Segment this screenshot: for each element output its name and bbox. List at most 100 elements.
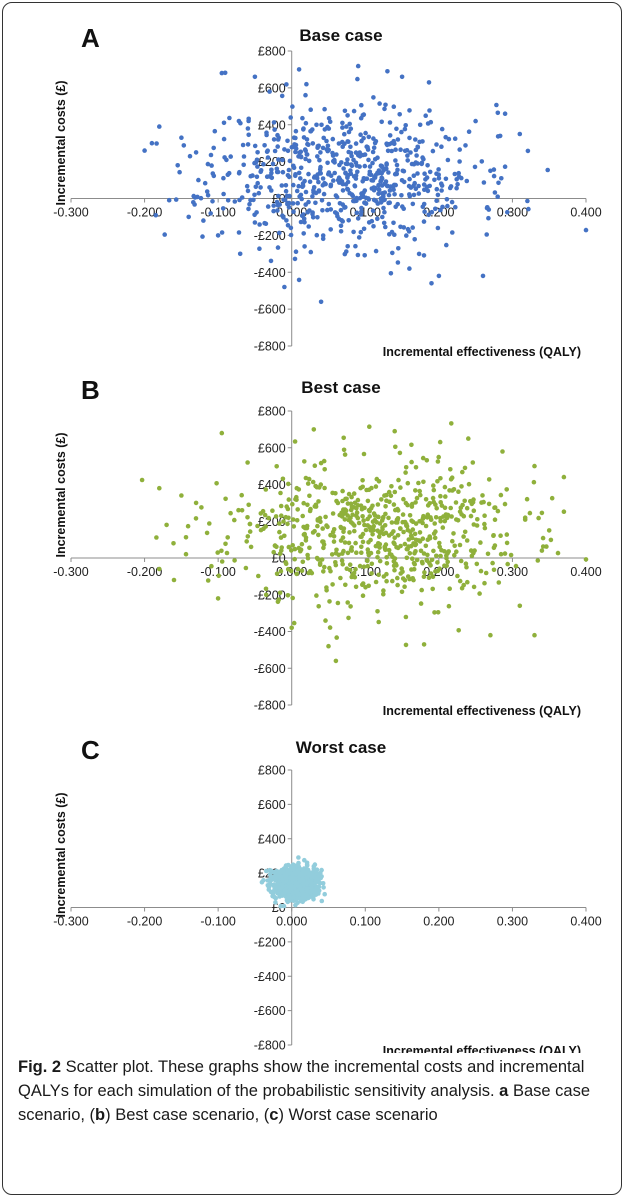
scatter-point [498, 533, 503, 538]
scatter-point [287, 867, 293, 873]
scatter-point [193, 150, 199, 155]
scatter-point [393, 147, 398, 152]
scatter-point [432, 521, 438, 526]
scatter-point [444, 197, 450, 202]
scatter-point [495, 134, 501, 139]
scatter-point [422, 187, 427, 192]
scatter-point [445, 512, 450, 518]
scatter-point [202, 180, 208, 186]
scatter-point [363, 527, 369, 533]
scatter-point [290, 874, 295, 880]
scatter-point [475, 517, 480, 522]
scatter-point [353, 141, 359, 146]
scatter-point [289, 144, 295, 150]
scatter-point [375, 170, 380, 176]
scatter-point [362, 163, 368, 169]
scatter-point [269, 170, 274, 176]
scatter-point [340, 120, 345, 126]
scatter-point [502, 551, 508, 556]
scatter-point [274, 464, 280, 469]
scatter-point [361, 518, 366, 523]
scatter-point [448, 467, 453, 472]
scatter-point [383, 530, 389, 536]
scatter-point [343, 582, 348, 588]
scatter-point [292, 439, 298, 444]
scatter-point [292, 890, 297, 895]
scatter-point [407, 513, 413, 518]
scatter-point [445, 550, 450, 556]
scatter-point [384, 561, 390, 566]
scatter-point [325, 124, 330, 130]
scatter-point [157, 485, 162, 491]
scatter-point [449, 199, 455, 205]
scatter-point [272, 127, 277, 132]
scatter-point [248, 544, 254, 550]
scatter-point [522, 515, 528, 520]
scatter-point [421, 182, 427, 187]
scatter-point [393, 507, 398, 513]
scatter-point [409, 161, 415, 167]
scatter-point [339, 514, 345, 519]
scatter-point [308, 107, 314, 112]
scatter-point [407, 135, 412, 141]
scatter-point [395, 575, 400, 581]
scatter-point [332, 170, 338, 176]
scatter-point [346, 218, 352, 223]
scatter-point [246, 206, 251, 212]
scatter-point [306, 142, 311, 147]
scatter-point [276, 193, 281, 199]
scatter-point [177, 169, 182, 175]
scatter-point [450, 488, 455, 493]
scatter-point [352, 198, 357, 204]
scatter-point [496, 580, 502, 585]
scatter-point [277, 590, 283, 596]
scatter-point [463, 561, 469, 566]
scatter-point [442, 484, 448, 490]
scatter-point [342, 507, 348, 512]
scatter-point [166, 197, 172, 203]
scatter-point [426, 575, 432, 580]
scatter-point [426, 212, 432, 218]
scatter-point [336, 175, 342, 180]
scatter-point [244, 539, 249, 544]
scatter-point [274, 885, 279, 890]
scatter-point [312, 463, 318, 469]
scatter-point [485, 205, 490, 210]
scatter-point [443, 176, 449, 182]
scatter-point [461, 534, 466, 539]
scatter-point [334, 152, 339, 157]
scatter-point [219, 70, 225, 76]
scatter-point [326, 643, 331, 649]
scatter-point [221, 136, 227, 142]
scatter-point [457, 542, 463, 548]
scatter-point [398, 543, 403, 549]
y-tick-label: £400 [258, 832, 286, 846]
scatter-point [407, 551, 413, 556]
scatter-point [290, 895, 296, 900]
scatter-point [362, 152, 368, 157]
y-tick-label: £0 [272, 552, 286, 566]
scatter-point [338, 525, 344, 531]
scatter-point [449, 475, 455, 481]
scatter-point [303, 92, 308, 98]
scatter-point [245, 126, 251, 131]
scatter-point [228, 510, 233, 516]
caption-text: Scatter plot. These graphs show the incr… [18, 1058, 585, 1100]
scatter-point [280, 157, 285, 163]
x-tick-label: -0.100 [200, 206, 235, 220]
x-tick-label: 0.200 [423, 915, 454, 929]
scatter-point [415, 171, 420, 176]
scatter-point [324, 138, 329, 144]
scatter-point [342, 108, 348, 114]
scatter-point [492, 517, 498, 522]
scatter-point [345, 157, 350, 162]
scatter-point [252, 74, 258, 80]
scatter-point [402, 126, 408, 132]
scatter-point [439, 181, 444, 186]
scatter-point [302, 244, 307, 249]
scatter-point [205, 161, 211, 167]
scatter-point [365, 558, 370, 564]
scatter-point [279, 93, 285, 99]
scatter-point [307, 493, 312, 499]
scatter-point [265, 155, 271, 160]
